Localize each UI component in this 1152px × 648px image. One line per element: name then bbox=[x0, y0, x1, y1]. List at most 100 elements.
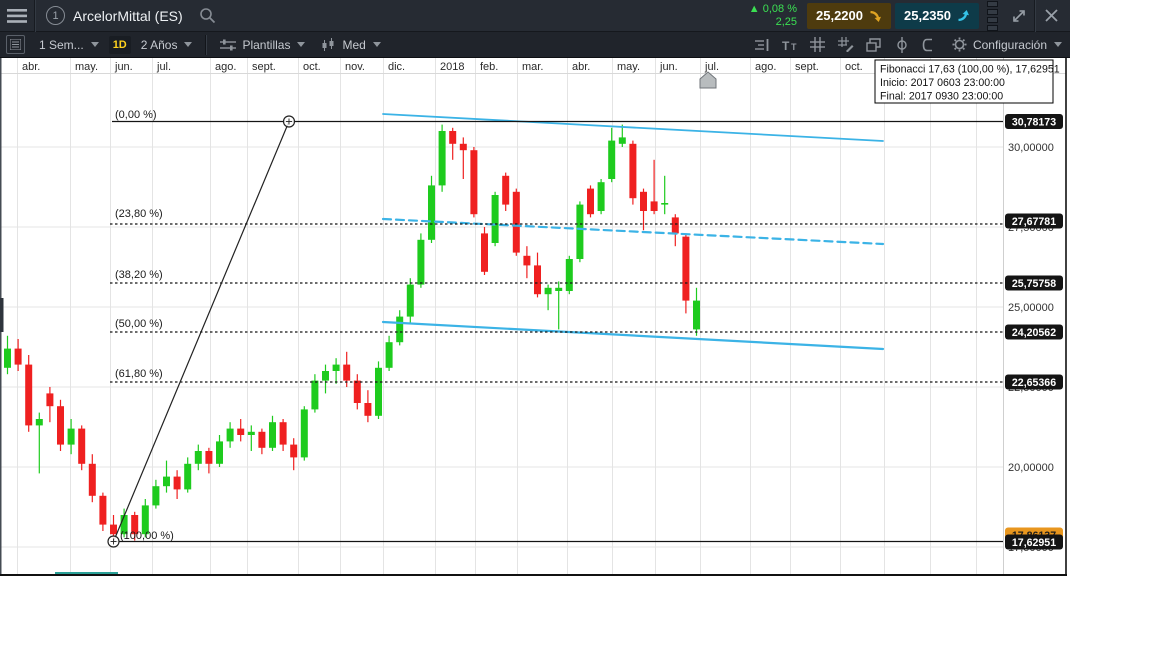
month-label: jun. bbox=[659, 61, 678, 73]
candle-body bbox=[618, 137, 626, 144]
price-down-arrow-icon bbox=[870, 10, 881, 22]
month-label: oct. bbox=[303, 61, 321, 73]
candle-body bbox=[587, 188, 594, 215]
fibonacci-tooltip: Fibonacci 17,63 (100,00 %), 17,62951 Ini… bbox=[874, 59, 1060, 104]
candle-body bbox=[57, 406, 64, 445]
indent-lines-icon bbox=[754, 38, 769, 51]
candle-body bbox=[565, 259, 573, 291]
candle-body bbox=[375, 367, 382, 416]
candle-body bbox=[608, 140, 616, 179]
text-tool-icon: T T bbox=[782, 39, 797, 52]
sell-price-button[interactable]: 25,2200 bbox=[807, 2, 891, 29]
fib-level-label: (0,00 %) bbox=[115, 109, 157, 121]
channel-line[interactable] bbox=[382, 113, 884, 142]
candle-body bbox=[512, 191, 520, 253]
range-dropdown[interactable]: 2 Años bbox=[134, 34, 200, 56]
chevron-down-icon bbox=[372, 42, 381, 51]
templates-dropdown[interactable]: Plantillas bbox=[213, 34, 312, 56]
search-button[interactable] bbox=[193, 0, 223, 32]
change-readout: ▲ 0,08 % 2,25 bbox=[749, 3, 797, 29]
month-label: nov. bbox=[345, 61, 365, 73]
month-label: jul. bbox=[156, 61, 171, 73]
tooltip-line-3: Final: 2017 0930 23:00:00 bbox=[880, 91, 1003, 103]
candle-body bbox=[35, 419, 43, 426]
chevron-down-icon bbox=[90, 42, 99, 51]
layers-icon bbox=[866, 37, 881, 52]
indicators-dropdown[interactable]: Med bbox=[314, 34, 387, 56]
change-absolute: 2,25 bbox=[775, 15, 797, 28]
fib-anchor-line[interactable] bbox=[112, 121, 290, 542]
candle-body bbox=[671, 217, 679, 234]
indicator-panel-button[interactable] bbox=[749, 34, 775, 56]
channel-midline-dashed[interactable] bbox=[381, 217, 885, 246]
candle-body bbox=[428, 185, 435, 240]
price-axis-label: 25,00000 bbox=[1008, 302, 1054, 314]
month-label: oct. bbox=[845, 61, 863, 73]
candle-body bbox=[269, 422, 276, 448]
price-badge-label: 27,67781 bbox=[1012, 216, 1056, 228]
candle-body bbox=[194, 451, 202, 464]
candle-body bbox=[332, 364, 340, 371]
candle-body bbox=[300, 409, 308, 458]
close-icon bbox=[1044, 9, 1058, 22]
chart-list-button[interactable] bbox=[6, 35, 25, 54]
settings-dropdown[interactable]: Configuración bbox=[945, 34, 1069, 56]
candle-body bbox=[290, 444, 298, 458]
crosshair-button[interactable] bbox=[889, 34, 915, 56]
candle-body bbox=[396, 316, 404, 343]
title-bar: 1 ArcelorMittal (ES) ▲ 0,08 % 2,25 25,22… bbox=[0, 0, 1070, 32]
candle-body bbox=[25, 364, 33, 426]
candle-body bbox=[184, 463, 192, 490]
period-dropdown[interactable]: 1 Sem... bbox=[32, 34, 106, 56]
candle-body bbox=[470, 150, 478, 215]
candle-body bbox=[343, 364, 351, 381]
instrument-title: ArcelorMittal (ES) bbox=[73, 7, 183, 24]
candle-body bbox=[459, 143, 467, 151]
candle-body bbox=[152, 486, 160, 506]
layers-button[interactable] bbox=[861, 34, 887, 56]
month-label: ago. bbox=[755, 61, 776, 73]
svg-text:T: T bbox=[782, 39, 790, 52]
sell-price-value: 25,2200 bbox=[816, 8, 863, 23]
month-label: dic. bbox=[388, 61, 405, 73]
timeline-position-marker[interactable] bbox=[699, 71, 717, 89]
price-level-badge bbox=[1005, 213, 1063, 229]
up-triangle-icon: ▲ bbox=[748, 2, 763, 15]
drawing-tools-button[interactable] bbox=[833, 34, 859, 56]
grid-pencil-icon bbox=[837, 37, 854, 52]
grid-button[interactable] bbox=[805, 34, 831, 56]
close-button[interactable] bbox=[1036, 0, 1066, 32]
candlestick-icon bbox=[322, 37, 334, 51]
candle-body bbox=[481, 233, 488, 272]
price-badge-label: 24,20562 bbox=[1012, 327, 1056, 339]
buy-price-value: 25,2350 bbox=[904, 8, 951, 23]
sliders-icon bbox=[220, 39, 237, 50]
buy-price-button[interactable]: 25,2350 bbox=[895, 2, 979, 29]
interval-badge[interactable]: 1D bbox=[108, 35, 131, 54]
target-icon bbox=[897, 36, 907, 53]
month-label: may. bbox=[617, 61, 640, 73]
chevron-down-icon bbox=[1054, 42, 1062, 51]
menu-button[interactable] bbox=[0, 0, 34, 32]
candle-body bbox=[661, 203, 669, 205]
x-axis-month-labels: abr. may. jun. jul. ago. sept. oct. nov. dic. 201… bbox=[22, 61, 863, 73]
text-tool-button[interactable]: T T bbox=[777, 34, 803, 56]
channel-line[interactable] bbox=[381, 320, 885, 351]
drag-handle[interactable] bbox=[987, 0, 998, 31]
candle-body bbox=[279, 422, 287, 445]
chart-window: 1 ArcelorMittal (ES) ▲ 0,08 % 2,25 25,22… bbox=[0, 0, 1070, 580]
candle-body bbox=[226, 428, 234, 442]
fib-level-label: (38,20 %) bbox=[115, 269, 163, 281]
instance-number-badge: 1 bbox=[46, 6, 65, 25]
side-tab[interactable] bbox=[0, 298, 4, 332]
eraser-button[interactable] bbox=[917, 34, 943, 56]
month-label: abr. bbox=[572, 61, 590, 73]
candlesticks bbox=[4, 124, 700, 543]
fullscreen-button[interactable] bbox=[1004, 0, 1034, 32]
price-axis-label: 20,00000 bbox=[1008, 462, 1054, 474]
candle-body bbox=[205, 451, 213, 464]
price-level-badge bbox=[1005, 534, 1063, 550]
chart-area[interactable]: abr. may. jun. jul. ago. sept. oct. nov. dic. 201… bbox=[0, 58, 1070, 580]
candle-body bbox=[438, 131, 446, 186]
fibonacci-levels: (0,00 %) (23,80 %) (38,20 %) (50,00 %) (61,8… bbox=[107, 109, 1003, 548]
